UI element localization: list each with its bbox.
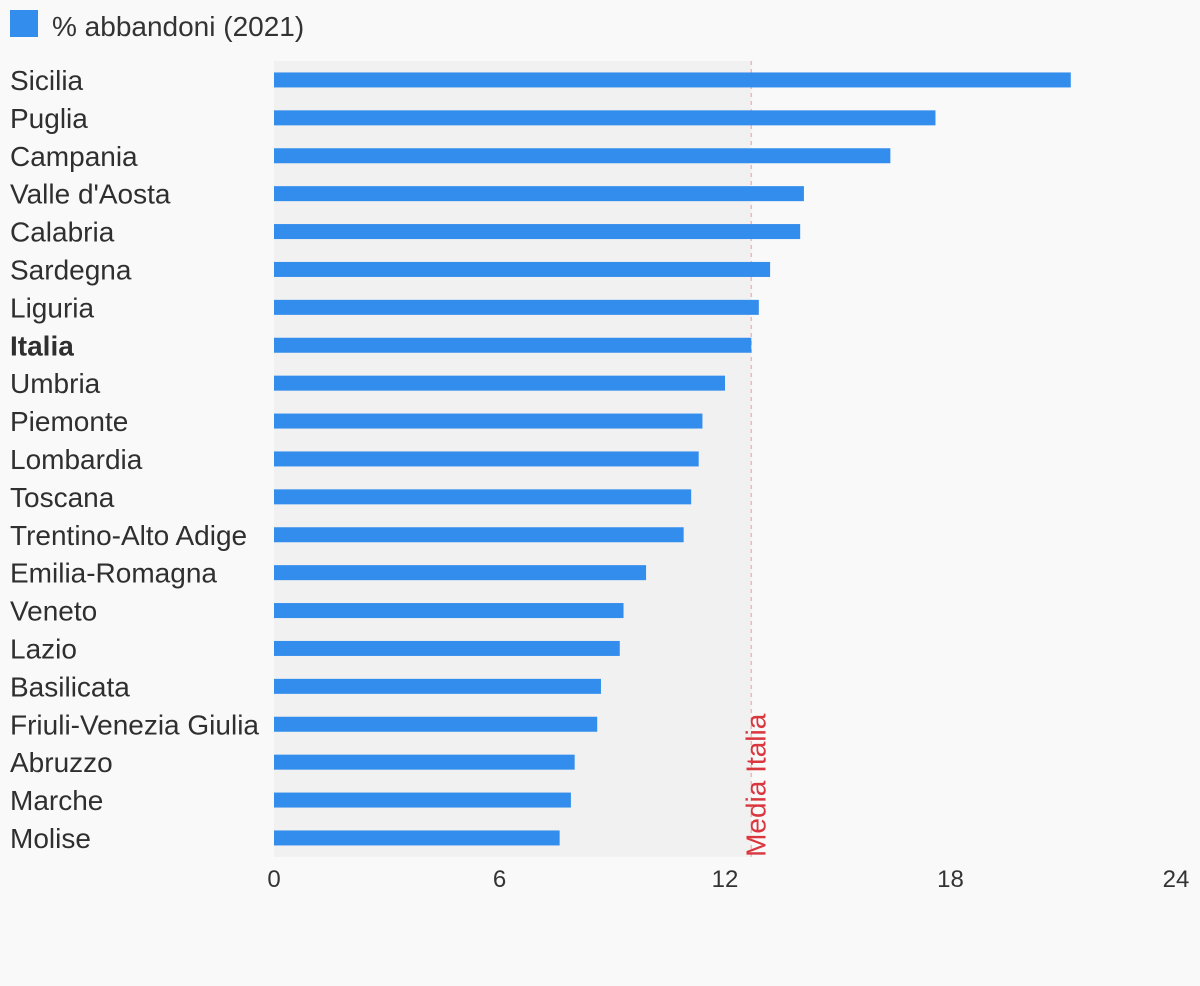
bar-4[interactable]: [274, 224, 801, 240]
category-label-4: Calabria: [10, 217, 115, 248]
bar-6[interactable]: [274, 299, 759, 315]
legend-swatch[interactable]: [10, 10, 38, 37]
category-label-1: Puglia: [10, 103, 88, 134]
bar-10[interactable]: [274, 451, 699, 467]
category-label-3: Valle d'Aosta: [10, 179, 171, 210]
x-tick-label-0: 0: [267, 866, 280, 893]
x-tick-label-1: 6: [493, 866, 506, 893]
bar-14[interactable]: [274, 603, 624, 619]
legend-label[interactable]: % abbandoni (2021): [52, 11, 304, 42]
category-label-10: Lombardia: [10, 444, 143, 475]
bar-20[interactable]: [274, 830, 560, 846]
bar-0[interactable]: [274, 72, 1071, 88]
category-label-18: Abruzzo: [10, 747, 113, 778]
bar-13[interactable]: [274, 565, 647, 581]
x-tick-label-4: 24: [1163, 866, 1190, 893]
category-label-2: Campania: [10, 141, 138, 172]
category-label-5: Sardegna: [10, 254, 132, 285]
category-label-20: Molise: [10, 823, 91, 854]
category-label-17: Friuli-Venezia Giulia: [10, 709, 259, 740]
bar-11[interactable]: [274, 489, 692, 505]
bar-7[interactable]: [274, 337, 752, 353]
bar-9[interactable]: [274, 413, 703, 429]
reference-line-label: Media Italia: [740, 713, 771, 857]
category-label-13: Emilia-Romagna: [10, 558, 217, 589]
category-label-12: Trentino-Alto Adige: [10, 520, 247, 551]
category-label-16: Basilicata: [10, 671, 130, 702]
category-label-19: Marche: [10, 785, 103, 816]
bar-15[interactable]: [274, 640, 620, 656]
bar-5[interactable]: [274, 261, 771, 277]
category-label-14: Veneto: [10, 596, 97, 627]
bar-8[interactable]: [274, 375, 725, 391]
category-label-6: Liguria: [10, 292, 94, 323]
bar-2[interactable]: [274, 148, 891, 164]
bar-18[interactable]: [274, 754, 575, 770]
category-label-15: Lazio: [10, 633, 77, 664]
category-label-9: Piemonte: [10, 406, 128, 437]
x-tick-label-3: 18: [937, 866, 964, 893]
bar-1[interactable]: [274, 110, 936, 126]
bar-16[interactable]: [274, 678, 601, 694]
category-label-7: Italia: [10, 330, 74, 361]
category-label-8: Umbria: [10, 368, 101, 399]
bar-12[interactable]: [274, 527, 684, 543]
category-label-11: Toscana: [10, 482, 115, 513]
bar-3[interactable]: [274, 186, 804, 202]
category-label-0: Sicilia: [10, 65, 84, 96]
x-tick-label-2: 12: [712, 866, 739, 893]
bar-19[interactable]: [274, 792, 571, 808]
bar-17[interactable]: [274, 716, 598, 732]
